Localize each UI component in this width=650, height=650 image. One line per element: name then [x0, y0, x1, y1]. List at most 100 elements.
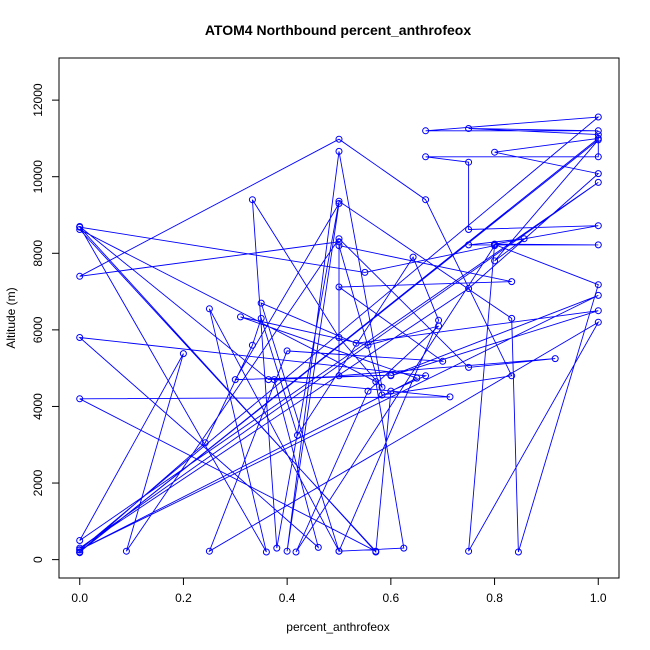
- data-point: [387, 372, 395, 380]
- data-point: [465, 158, 473, 166]
- data-point: [294, 431, 301, 439]
- chart-title: ATOM4 Northbound percent_anthrofeox: [205, 22, 471, 38]
- data-point: [594, 291, 602, 299]
- data-point: [594, 127, 602, 135]
- data-point: [594, 178, 602, 186]
- data-point: [491, 242, 499, 250]
- data-point: [76, 395, 84, 403]
- data-series: [76, 113, 602, 557]
- data-point: [551, 355, 559, 363]
- data-point: [465, 363, 473, 371]
- data-point: [372, 548, 380, 556]
- data-point: [594, 131, 602, 139]
- data-point: [594, 134, 602, 142]
- data-point: [491, 148, 499, 156]
- x-tick-label: 1.0: [590, 591, 607, 605]
- data-point: [248, 341, 256, 349]
- data-point: [508, 372, 516, 380]
- data-point: [491, 257, 499, 265]
- data-point: [352, 339, 360, 347]
- data-point: [257, 314, 265, 322]
- data-point: [594, 241, 602, 249]
- data-point: [335, 200, 343, 207]
- data-point: [465, 285, 473, 292]
- data-point: [387, 387, 395, 395]
- data-point: [76, 537, 84, 544]
- data-point: [122, 547, 130, 555]
- y-tick-label: 12000: [31, 83, 45, 117]
- data-point: [257, 299, 265, 307]
- data-point: [413, 374, 421, 382]
- data-point: [273, 544, 281, 552]
- data-point: [465, 125, 473, 132]
- data-point: [514, 548, 522, 556]
- data-point: [400, 544, 408, 552]
- data-point: [76, 223, 84, 231]
- data-point: [283, 347, 291, 355]
- data-point: [508, 278, 516, 286]
- data-point: [422, 372, 430, 380]
- x-axis-label: percent_anthrofeox: [286, 620, 389, 634]
- data-point: [594, 222, 602, 230]
- x-tick-label: 0.0: [71, 591, 88, 605]
- data-point: [361, 268, 369, 276]
- y-axis-label: Altitude (m): [4, 287, 18, 348]
- data-point: [335, 242, 343, 250]
- data-point: [422, 196, 430, 204]
- data-point: [378, 383, 386, 391]
- data-point: [76, 226, 84, 233]
- data-point: [594, 307, 602, 315]
- data-point: [594, 170, 602, 178]
- data-point: [435, 316, 443, 324]
- data-point: [439, 357, 447, 365]
- data-point: [179, 350, 187, 358]
- x-tick-label: 0.2: [175, 591, 192, 605]
- y-axis: 0 2000 4000 6000 8000 10000 12000: [31, 83, 60, 563]
- data-point: [270, 376, 278, 384]
- y-tick-label: 0: [31, 556, 45, 563]
- y-tick-label: 8000: [31, 240, 45, 267]
- data-point: [508, 314, 516, 322]
- data-point: [364, 387, 372, 395]
- data-point: [76, 548, 84, 556]
- data-point: [446, 393, 454, 401]
- data-point: [201, 439, 209, 447]
- data-point: [335, 147, 343, 155]
- data-point: [262, 548, 270, 556]
- data-point: [248, 196, 256, 204]
- data-point: [335, 238, 343, 246]
- y-tick-label: 6000: [31, 316, 45, 343]
- data-point: [231, 376, 239, 384]
- series-line: [78, 116, 600, 554]
- data-point: [237, 313, 244, 321]
- data-point: [465, 226, 473, 233]
- x-tick-label: 0.8: [486, 591, 503, 605]
- data-point: [335, 283, 343, 291]
- data-point: [378, 391, 386, 399]
- data-point: [422, 127, 430, 135]
- data-point: [594, 113, 602, 121]
- data-point: [409, 253, 417, 261]
- data-point: [372, 378, 380, 386]
- data-point: [335, 135, 343, 143]
- data-point: [335, 547, 343, 555]
- data-point: [335, 372, 343, 380]
- x-tick-label: 0.4: [279, 591, 296, 605]
- data-point: [76, 546, 84, 554]
- data-point: [594, 318, 602, 326]
- y-tick-label: 10000: [31, 160, 45, 194]
- data-point: [520, 235, 528, 243]
- data-point: [314, 543, 322, 551]
- data-point: [364, 341, 372, 349]
- data-point: [594, 281, 602, 289]
- x-tick-label: 0.6: [383, 591, 400, 605]
- data-point: [335, 235, 343, 243]
- data-point: [205, 305, 213, 313]
- y-tick-label: 4000: [31, 393, 45, 420]
- data-point: [283, 547, 291, 555]
- data-point: [292, 548, 300, 556]
- data-point: [335, 197, 343, 205]
- data-point: [76, 272, 84, 280]
- data-point: [422, 153, 430, 161]
